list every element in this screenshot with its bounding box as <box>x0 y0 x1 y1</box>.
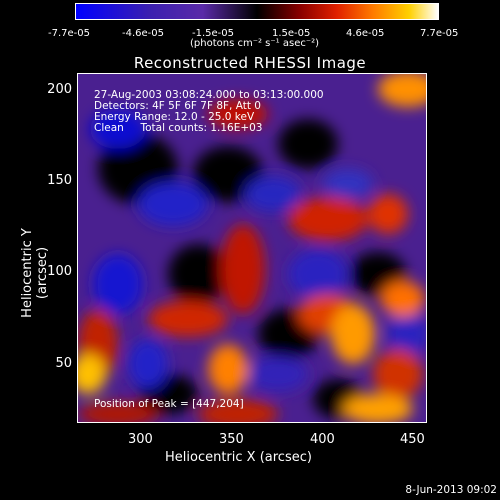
x-axis-label: Heliocentric X (arcsec) <box>165 450 312 465</box>
colorbar-tick: 1.5e-05 <box>272 28 311 39</box>
colorbar-tick: -4.6e-05 <box>122 28 164 39</box>
x-tick-label: 450 <box>400 432 425 447</box>
colorbar <box>75 3 439 20</box>
x-tick-label: 400 <box>310 432 335 447</box>
colorbar-tick: -1.5e-05 <box>192 28 234 39</box>
y-tick-label: 100 <box>47 264 72 279</box>
colorbar-units: (photons cm⁻² s⁻¹ asec⁻²) <box>190 38 320 49</box>
peak-position: Position of Peak = [447,204] <box>94 398 244 410</box>
info-detectors: Detectors: 4F 5F 6F 7F 8F, Att 0 <box>94 100 261 112</box>
info-time-range: 27-Aug-2003 03:08:24.000 to 03:13:00.000 <box>94 89 324 101</box>
y-tick-label: 200 <box>47 82 72 97</box>
y-tick-label: 150 <box>47 173 72 188</box>
x-tick-label: 300 <box>128 432 153 447</box>
info-total-counts: Clean Total counts: 1.16E+03 <box>94 122 263 134</box>
rhessi-image-svg <box>78 74 426 422</box>
info-energy-range: Energy Range: 12.0 - 25.0 keV <box>94 111 255 123</box>
y-axis-label: Heliocentric Y (arcsec) <box>20 228 50 318</box>
footer-date: 8-Jun-2013 09:02 <box>405 484 497 496</box>
x-tick-label: 350 <box>219 432 244 447</box>
colorbar-tick: 7.7e-05 <box>420 28 459 39</box>
colorbar-tick: -7.7e-05 <box>48 28 90 39</box>
colorbar-tick: 4.6e-05 <box>346 28 385 39</box>
plot-title: Reconstructed RHESSI Image <box>133 54 367 72</box>
y-tick-label: 50 <box>55 356 72 371</box>
rhessi-image <box>77 73 427 423</box>
